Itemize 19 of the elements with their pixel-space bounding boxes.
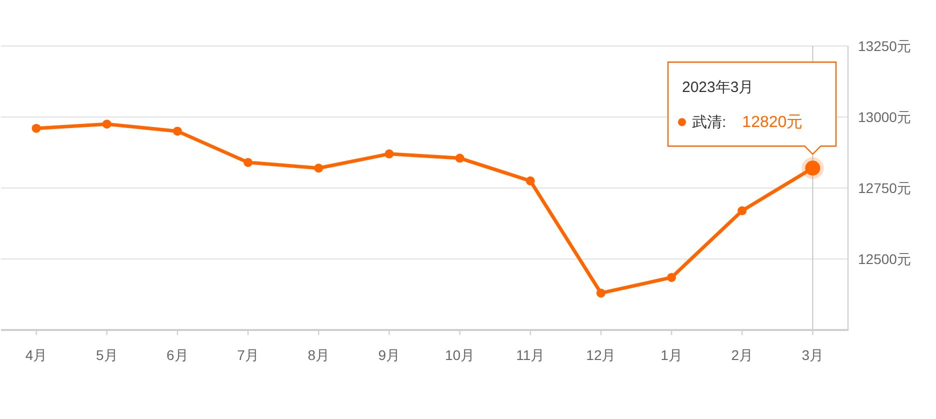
y-tick-label: 13000元 xyxy=(858,109,911,125)
y-tick-label: 12500元 xyxy=(858,251,911,267)
x-tick-label: 6月 xyxy=(166,347,188,363)
x-tick-label: 5月 xyxy=(96,347,118,363)
x-tick-label: 8月 xyxy=(308,347,330,363)
series-name: 武清: xyxy=(692,114,726,132)
x-tick-label: 12月 xyxy=(586,347,616,363)
x-tick-label: 2月 xyxy=(731,347,754,363)
y-tick-label: 13250元 xyxy=(858,38,911,54)
value-label: 12820元 xyxy=(742,114,803,132)
tooltip-title: 2023年3月 xyxy=(682,79,754,96)
x-tick-label: 11月 xyxy=(516,347,545,363)
x-tick-label: 4月 xyxy=(25,347,48,363)
x-tick-label: 10月 xyxy=(445,347,475,363)
x-tick-label: 9月 xyxy=(378,347,400,363)
x-tick-label: 1月 xyxy=(660,347,682,363)
x-tick-label: 7月 xyxy=(237,347,259,363)
y-tick-label: 12750元 xyxy=(858,180,911,196)
x-tick-label: 3月 xyxy=(802,347,824,363)
